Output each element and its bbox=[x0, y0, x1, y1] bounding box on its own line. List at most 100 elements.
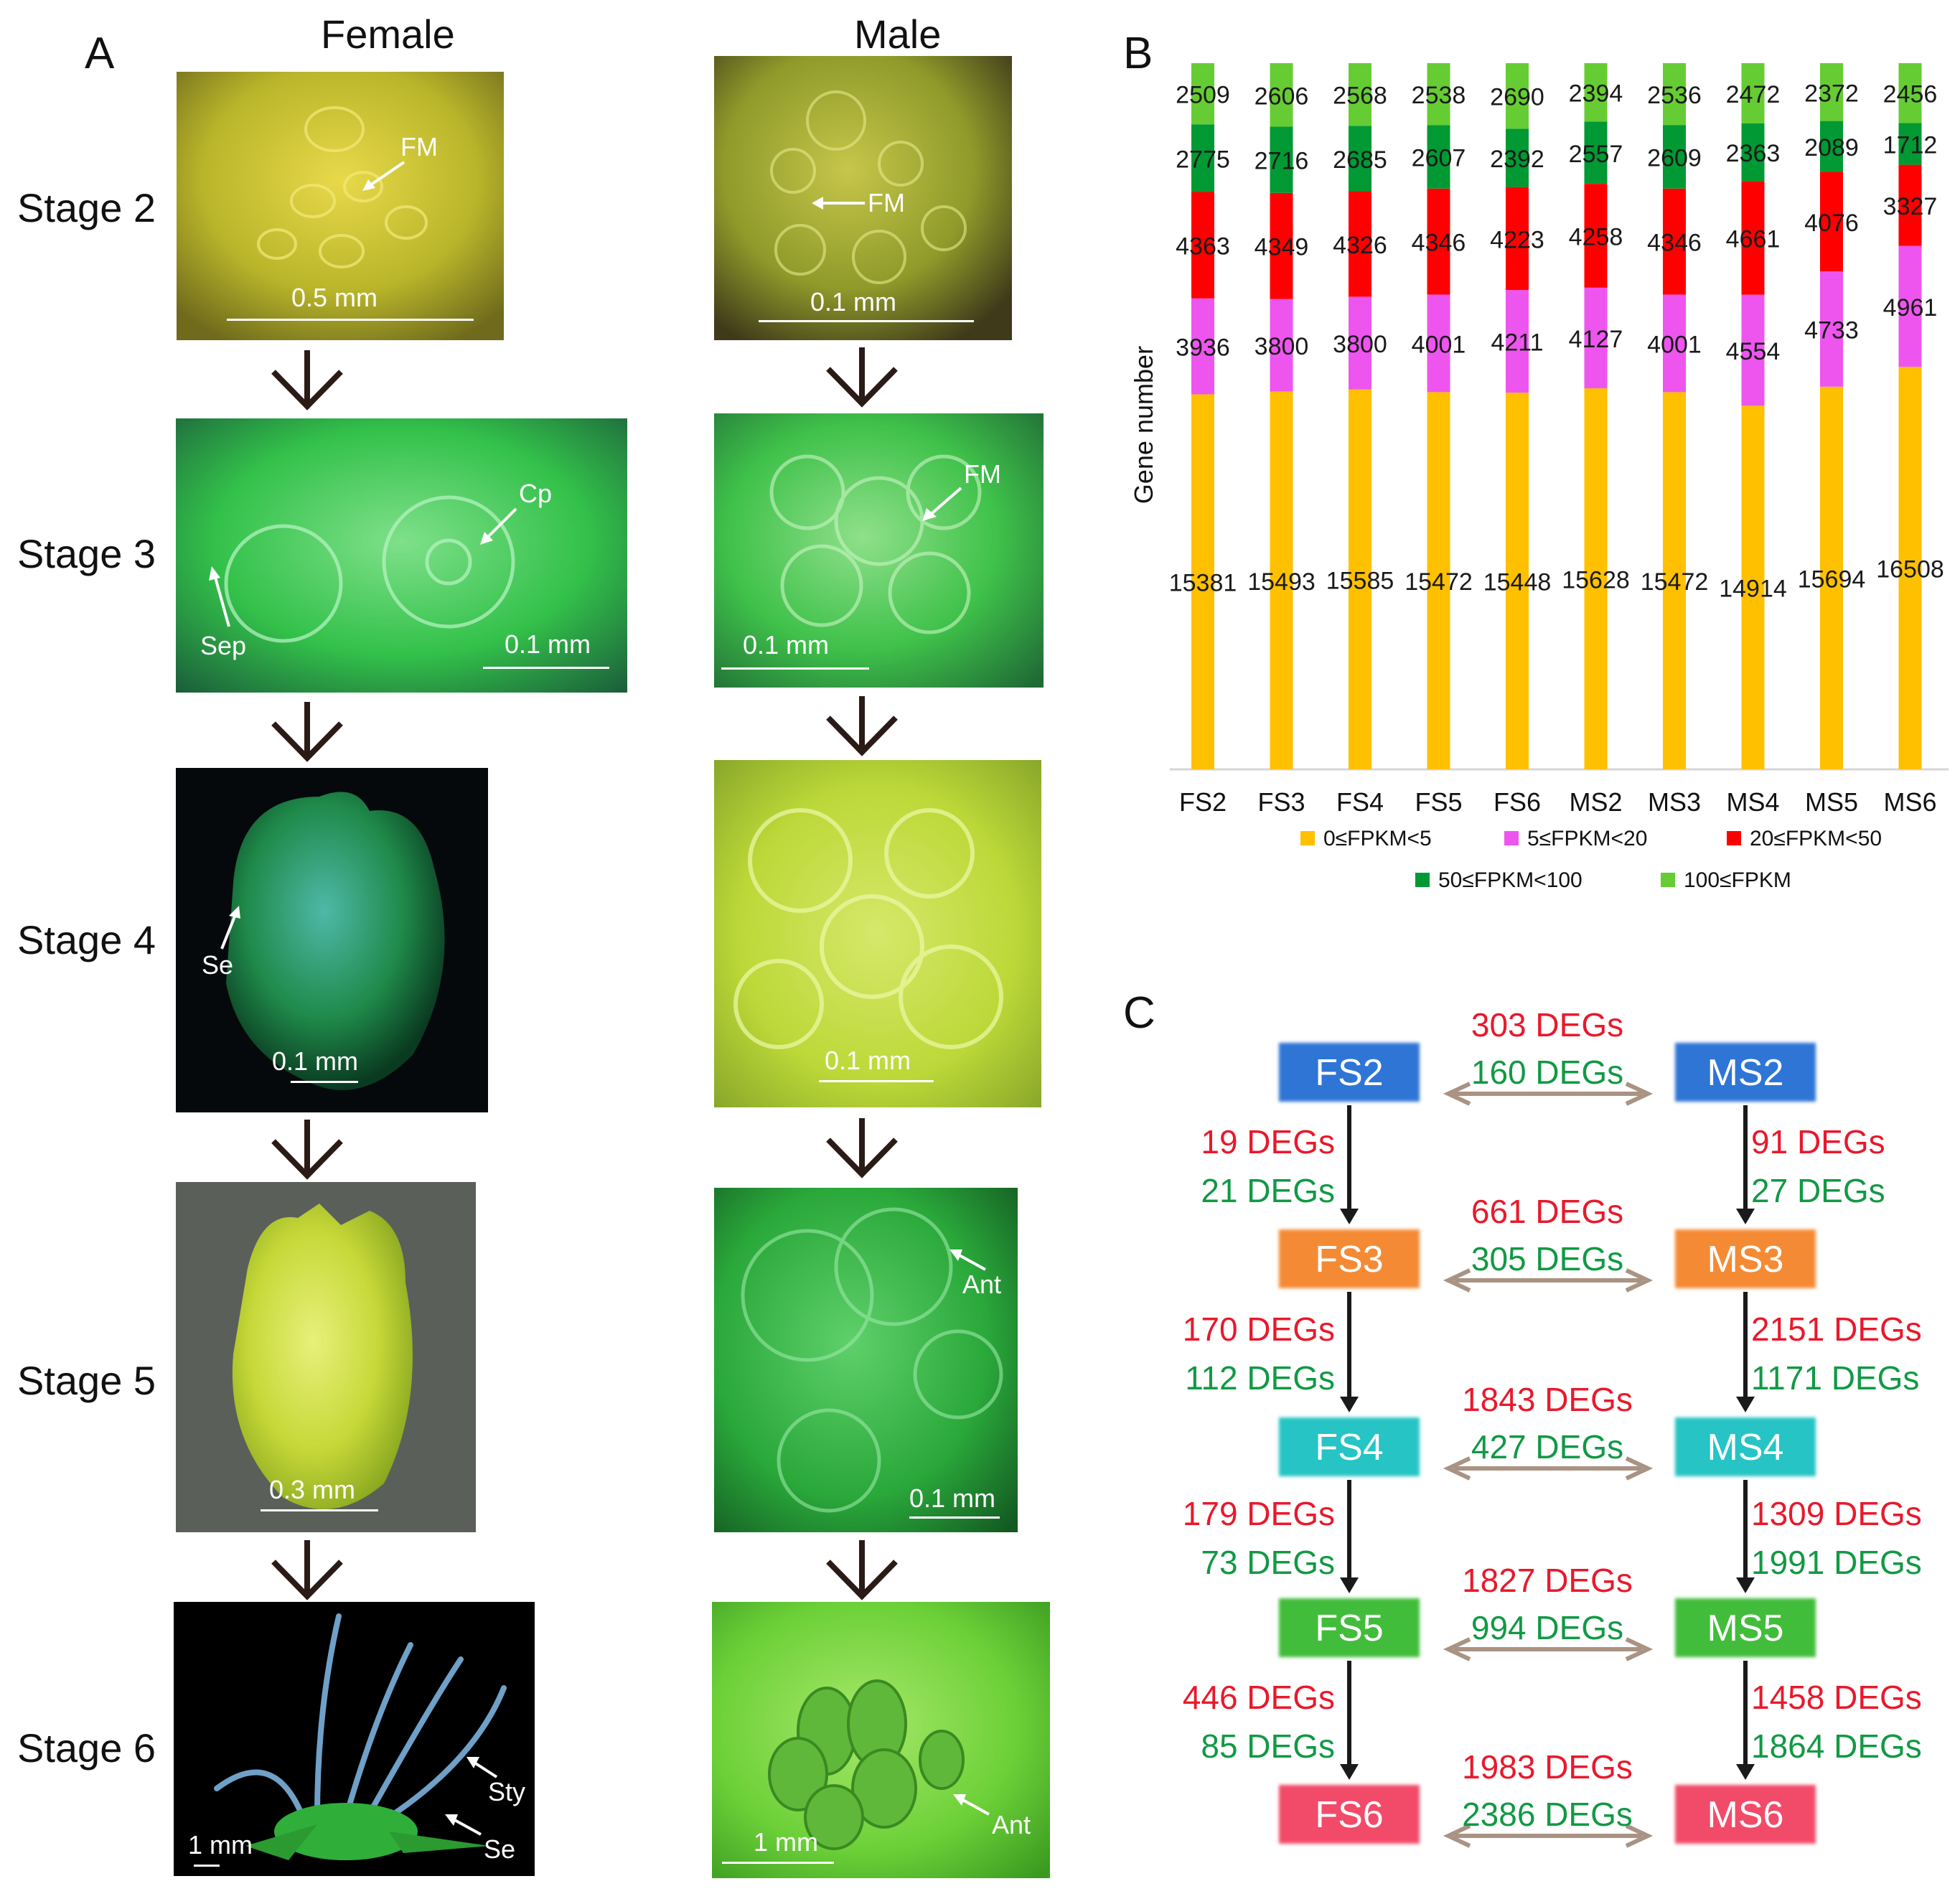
bar-segment-ms3-series-3 bbox=[1663, 125, 1686, 189]
stage-5-label: Stage 5 bbox=[17, 1358, 156, 1403]
bar-segment-fs2-series-0 bbox=[1191, 394, 1214, 769]
x-tick-label: MS4 bbox=[1726, 787, 1779, 817]
data-label: 15628 bbox=[1562, 567, 1630, 594]
male-stage-3-photo: FM 0.1 mm bbox=[714, 413, 1044, 688]
ant-pointer-arrow bbox=[953, 1794, 990, 1816]
se-label: Se bbox=[484, 1834, 516, 1864]
female-transition-down-degs: 73 DEGs bbox=[1201, 1544, 1335, 1581]
bar-segment-fs6-series-3 bbox=[1506, 128, 1529, 187]
data-label: 3936 bbox=[1176, 334, 1230, 362]
data-label: 4733 bbox=[1804, 316, 1859, 344]
female-node-fs5-label: FS5 bbox=[1315, 1608, 1383, 1649]
data-label: 2568 bbox=[1333, 83, 1387, 110]
male-flow-arrow-2-3 bbox=[826, 347, 898, 408]
between-sex-down-degs: 427 DEGs bbox=[1471, 1428, 1623, 1466]
data-label: 2509 bbox=[1176, 82, 1230, 109]
between-sex-down-degs: 305 DEGs bbox=[1471, 1240, 1623, 1277]
x-tick-label: FS4 bbox=[1336, 787, 1384, 817]
x-tick-label: FS3 bbox=[1257, 787, 1305, 817]
fm-label: FM bbox=[400, 132, 438, 161]
bar-segment-ms3-series-1 bbox=[1663, 294, 1686, 393]
female-node-fs4-label: FS4 bbox=[1315, 1427, 1383, 1468]
bar-segment-ms3-series-0 bbox=[1663, 392, 1686, 769]
data-label: 2609 bbox=[1647, 144, 1702, 172]
data-label: 3800 bbox=[1333, 331, 1387, 358]
legend-label: 5≤FPKM<20 bbox=[1527, 827, 1647, 850]
male-column-header: Male bbox=[854, 11, 942, 57]
female-node-fs2-label: FS2 bbox=[1315, 1052, 1383, 1094]
between-sex-up-degs: 1983 DEGs bbox=[1462, 1748, 1633, 1786]
bar-segment-fs2-series-4 bbox=[1191, 63, 1214, 125]
data-label: 2392 bbox=[1490, 146, 1544, 173]
bar-segment-ms5-series-2 bbox=[1820, 172, 1843, 272]
female-node-fs3-label: FS3 bbox=[1315, 1239, 1383, 1280]
bar-segment-fs4-series-3 bbox=[1349, 126, 1371, 192]
bar-segment-ms4-series-4 bbox=[1741, 63, 1765, 123]
scale-bar bbox=[291, 1081, 358, 1083]
female-stage-transition-arrowhead bbox=[1340, 1397, 1359, 1412]
sep-label: Sep bbox=[200, 631, 247, 660]
female-stage-4-photo: Se 0.1 mm bbox=[176, 768, 488, 1112]
stage-4-label: Stage 4 bbox=[17, 917, 156, 962]
data-label: 4001 bbox=[1647, 331, 1702, 358]
male-transition-down-degs: 1864 DEGs bbox=[1751, 1727, 1922, 1765]
data-label: 2394 bbox=[1569, 80, 1623, 108]
scale-bar-label: 0.5 mm bbox=[291, 283, 378, 312]
sep-pointer-arrow bbox=[209, 566, 230, 627]
male-transition-up-degs: 1309 DEGs bbox=[1751, 1495, 1922, 1532]
female-node-fs5-box bbox=[1279, 1598, 1420, 1657]
data-label: 15493 bbox=[1247, 568, 1316, 596]
male-stage-transition-arrowhead bbox=[1736, 1209, 1755, 1224]
bar-segment-ms2-series-3 bbox=[1584, 121, 1608, 184]
data-label: 4076 bbox=[1804, 210, 1859, 237]
male-node-ms4-label: MS4 bbox=[1707, 1427, 1784, 1468]
legend-swatch bbox=[1661, 873, 1675, 887]
male-node-ms5-label: MS5 bbox=[1707, 1608, 1784, 1649]
bar-segment-fs6-series-4 bbox=[1506, 63, 1529, 129]
sex-comparison-arrowhead bbox=[1625, 1824, 1654, 1848]
female-stage-5-photo: 0.3 mm bbox=[176, 1182, 476, 1532]
male-transition-down-degs: 1171 DEGs bbox=[1751, 1359, 1919, 1397]
scale-bar-label: 0.1 mm bbox=[810, 287, 897, 316]
data-label: 4258 bbox=[1569, 224, 1623, 251]
female-node-fs6-box bbox=[1279, 1785, 1420, 1844]
female-transition-down-degs: 85 DEGs bbox=[1201, 1727, 1335, 1765]
bar-segment-ms6-series-2 bbox=[1898, 164, 1922, 246]
data-label: 4223 bbox=[1490, 226, 1544, 253]
data-label: 4211 bbox=[1491, 329, 1543, 357]
female-stage-transition-arrowhead bbox=[1340, 1764, 1359, 1780]
scale-bar-label: 0.1 mm bbox=[743, 630, 830, 660]
between-sex-up-degs: 1827 DEGs bbox=[1462, 1562, 1633, 1599]
male-transition-up-degs: 1458 DEGs bbox=[1751, 1679, 1922, 1716]
bar-segment-fs4-series-2 bbox=[1349, 191, 1371, 297]
scale-bar-label: 1 mm bbox=[188, 1830, 253, 1860]
data-label: 2456 bbox=[1883, 81, 1938, 108]
male-node-ms5-box bbox=[1675, 1598, 1816, 1657]
male-flow-arrow-3-4 bbox=[826, 696, 898, 756]
male-flow-arrow-4-5 bbox=[826, 1118, 898, 1178]
scale-bar-label: 1 mm bbox=[754, 1827, 818, 1857]
data-label: 15585 bbox=[1326, 567, 1394, 594]
legend-label: 100≤FPKM bbox=[1684, 868, 1791, 892]
bar-segment-ms2-series-0 bbox=[1584, 388, 1608, 769]
between-sex-down-degs: 160 DEGs bbox=[1471, 1054, 1623, 1091]
cp-label: Cp bbox=[519, 479, 553, 508]
stage-2-label: Stage 2 bbox=[17, 185, 156, 230]
male-stage-5-photo: Ant 0.1 mm bbox=[714, 1188, 1018, 1532]
data-label: 4326 bbox=[1333, 232, 1387, 259]
legend-label: 50≤FPKM<100 bbox=[1438, 868, 1582, 892]
legend-label: 0≤FPKM<5 bbox=[1323, 827, 1432, 850]
bar-segment-fs4-series-1 bbox=[1349, 296, 1371, 390]
male-transition-down-degs: 27 DEGs bbox=[1751, 1172, 1885, 1209]
female-transition-down-degs: 112 DEGs bbox=[1185, 1359, 1335, 1397]
male-node-ms6-box bbox=[1675, 1785, 1816, 1844]
male-stage-transition-arrowhead bbox=[1736, 1397, 1755, 1412]
legend-swatch bbox=[1300, 831, 1315, 845]
sex-comparison-arrowhead bbox=[1443, 1456, 1471, 1481]
scale-bar-label: 0.1 mm bbox=[272, 1046, 359, 1076]
sex-comparison-arrowhead bbox=[1443, 1268, 1471, 1293]
x-tick-label: MS5 bbox=[1805, 787, 1858, 817]
data-label: 2606 bbox=[1255, 83, 1309, 110]
data-label: 4363 bbox=[1176, 233, 1230, 261]
bar-segment-fs5-series-4 bbox=[1427, 63, 1450, 126]
